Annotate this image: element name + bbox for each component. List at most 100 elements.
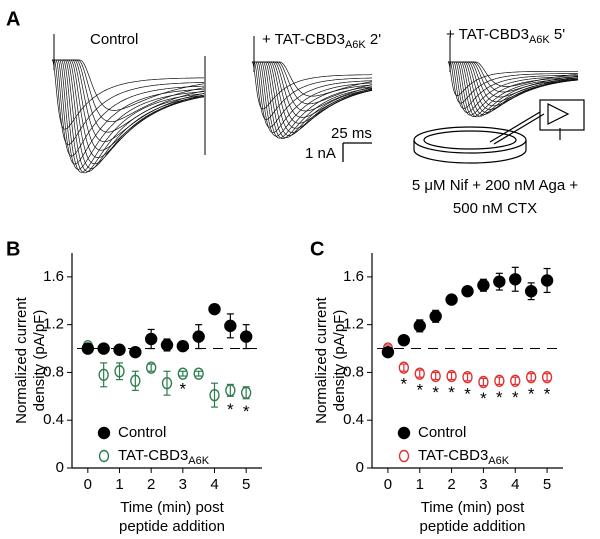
error-bar [511, 376, 519, 385]
current-trace [52, 59, 205, 169]
x-tick-label: 4 [210, 476, 218, 493]
significance-marker: * [432, 383, 439, 402]
significance-marker: * [180, 380, 187, 399]
data-point [398, 361, 410, 374]
x-tick-label: 2 [447, 476, 455, 493]
y-tick-label: 1.2 [43, 316, 64, 333]
current-trace [448, 61, 579, 113]
trace-title: + TAT-CBD3A6K 5' [446, 26, 565, 46]
current-trace [52, 59, 205, 173]
data-point [446, 369, 457, 383]
data-point [144, 332, 158, 346]
error-bar [211, 382, 218, 408]
current-trace [252, 61, 373, 139]
data-point [509, 273, 522, 286]
data-point [381, 345, 395, 359]
legend-label-part: TAT-CBD3 [118, 447, 188, 464]
y-axis-label: density (pA/pF) [331, 310, 348, 412]
trace-title-part: + TAT-CBD3 [262, 31, 345, 48]
data-point [176, 339, 190, 353]
legend-label: Control [418, 424, 466, 441]
current-trace [252, 61, 372, 120]
data-point [429, 310, 442, 323]
current-trace [448, 61, 578, 118]
y-tick-label: 1.6 [43, 268, 64, 285]
y-tick-label: 0.4 [43, 411, 64, 428]
current-trace [52, 59, 204, 146]
y-tick-label: 0.4 [343, 411, 364, 428]
data-point [540, 274, 554, 287]
current-trace [52, 59, 205, 165]
data-point [97, 342, 110, 355]
y-tick-label: 1.2 [343, 316, 364, 333]
current-trace [251, 61, 372, 110]
error-bar [179, 370, 187, 377]
current-trace [252, 61, 373, 139]
current-trace [52, 59, 205, 165]
solution-text: 500 nM CTX [453, 200, 537, 217]
data-point [397, 333, 411, 347]
data-point [98, 368, 109, 382]
x-axis-label: peptide addition [119, 518, 225, 535]
data-point [225, 384, 236, 397]
data-point [430, 369, 441, 383]
error-bar [479, 377, 487, 387]
x-axis-label: Time (min) post [120, 499, 224, 516]
x-tick-label: 1 [416, 476, 424, 493]
current-trace [52, 59, 205, 157]
significance-marker: * [464, 384, 471, 403]
error-bar [527, 373, 535, 382]
scale-bar [342, 142, 372, 162]
data-point [113, 343, 126, 356]
data-point [81, 342, 95, 355]
legend-label-part: TAT-CBD3 [418, 447, 488, 464]
current-trace [448, 61, 579, 113]
trace-title-part: 5' [550, 26, 566, 43]
error-bar [464, 373, 471, 382]
data-point [541, 371, 553, 384]
current-trace [252, 61, 373, 133]
x-tick-label: 5 [242, 476, 250, 493]
data-point [192, 330, 205, 343]
trace-title-part: Control [90, 31, 138, 48]
y-tick-label: 0.8 [343, 363, 364, 380]
legend-label-part: A6K [488, 455, 509, 467]
x-tick-label: 0 [384, 476, 392, 493]
trace-title: + TAT-CBD3A6K 2' [262, 31, 381, 51]
current-trace [252, 61, 373, 139]
current-trace [448, 61, 579, 116]
error-bar [448, 371, 456, 381]
legend-label: TAT-CBD3A6K [418, 447, 510, 467]
data-point [493, 275, 506, 288]
legend-marker [98, 449, 110, 463]
data-point [240, 386, 252, 399]
error-bar [416, 369, 424, 378]
significance-marker: * [227, 400, 234, 419]
legend-label-part: Control [418, 424, 466, 441]
error-bar [195, 370, 203, 377]
trace-title-part: A6K [345, 39, 366, 51]
trace-title: Control [90, 31, 138, 48]
legend-label: TAT-CBD3A6K [118, 447, 210, 467]
legend-label: Control [118, 424, 166, 441]
data-point [224, 319, 237, 333]
current-trace [448, 61, 578, 104]
y-tick-label: 0 [56, 459, 64, 476]
legend-label-part: Control [118, 424, 166, 441]
significance-marker: * [496, 388, 503, 407]
significance-marker: * [512, 388, 519, 407]
data-point [145, 361, 157, 374]
x-tick-label: 3 [479, 476, 487, 493]
data-point [208, 302, 221, 316]
significance-marker: * [528, 384, 535, 403]
data-point [461, 285, 474, 298]
x-tick-label: 4 [511, 476, 519, 493]
data-point [414, 367, 425, 380]
data-point [462, 371, 473, 384]
legend-marker [397, 426, 411, 440]
data-point [413, 319, 426, 333]
significance-marker: * [544, 384, 551, 403]
data-point [477, 279, 490, 292]
current-trace [252, 61, 372, 134]
x-axis-label: peptide addition [420, 518, 526, 535]
